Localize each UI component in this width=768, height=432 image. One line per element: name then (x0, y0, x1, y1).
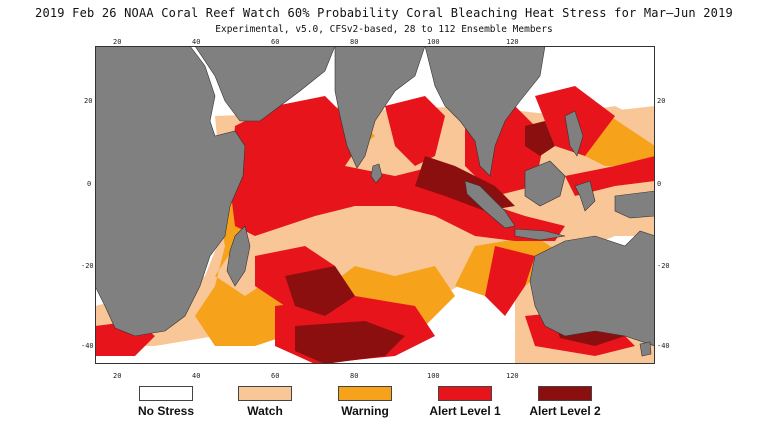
left-axis-label-minus20: -20 (81, 262, 94, 270)
bottom-axis-label-120: 120 (506, 372, 519, 380)
bottom-axis-label-60: 60 (271, 372, 280, 380)
left-axis-label-minus40: -40 (81, 342, 94, 350)
top-axis-label-120: 120 (506, 38, 519, 46)
land-arabia (194, 46, 336, 122)
legend-swatch-watch (238, 386, 292, 401)
bottom-axis-label-80: 80 (350, 372, 359, 380)
top-axis-label-20: 20 (113, 38, 122, 46)
legend-label-alert1: Alert Level 1 (429, 404, 501, 418)
land-sulawesi (574, 180, 596, 212)
legend-label-warning: Warning (341, 404, 389, 418)
land-madagascar (226, 225, 251, 287)
land-africa (95, 46, 246, 337)
land-australia (529, 230, 655, 347)
right-axis-label-20: 20 (657, 97, 666, 105)
legend-item-no-stress: No Stress (121, 386, 211, 418)
alert2-philippines (525, 121, 555, 156)
legend: No Stress Watch Warning Alert Level 1 Al… (0, 386, 768, 426)
bottom-axis-label-100: 100 (427, 372, 440, 380)
legend-item-alert2: Alert Level 2 (520, 386, 610, 418)
legend-swatch-alert2 (538, 386, 592, 401)
legend-item-alert1: Alert Level 1 (420, 386, 510, 418)
legend-label-no-stress: No Stress (137, 404, 195, 418)
top-axis-label-60: 60 (271, 38, 280, 46)
legend-item-watch: Watch (220, 386, 310, 418)
alert1-bay-of-bengal (385, 96, 445, 166)
legend-label-watch: Watch (247, 404, 283, 418)
heat-stress-map (95, 46, 655, 364)
alert2-southern-ocean (295, 321, 405, 364)
alert1-west-australia (485, 246, 535, 316)
legend-swatch-no-stress (139, 386, 193, 401)
map-frame (95, 46, 655, 364)
land-java (514, 228, 566, 241)
left-axis-label-0: 0 (87, 180, 92, 188)
land-borneo (524, 160, 566, 207)
map-title: 2019 Feb 26 NOAA Coral Reef Watch 60% Pr… (35, 6, 733, 20)
alert2-south-indian-patch (285, 266, 355, 316)
right-axis-label-0: 0 (657, 180, 662, 188)
legend-item-warning: Warning (320, 386, 410, 418)
top-axis-label-100: 100 (427, 38, 440, 46)
map-canvas (95, 46, 655, 364)
legend-label-alert2: Alert Level 2 (529, 404, 601, 418)
land-india (334, 46, 426, 169)
map-subtitle: Experimental, v5.0, CFSv2-based, 28 to 1… (215, 24, 553, 35)
top-axis-label-80: 80 (350, 38, 359, 46)
land-southeast-asia (424, 46, 546, 177)
legend-swatch-alert1 (438, 386, 492, 401)
bottom-axis-label-20: 20 (113, 372, 122, 380)
land-tasmania (639, 341, 652, 357)
right-axis-label-minus20: -20 (657, 262, 670, 270)
legend-swatch-warning (338, 386, 392, 401)
bottom-axis-label-40: 40 (192, 372, 201, 380)
land-new-guinea (614, 190, 655, 219)
top-axis-label-40: 40 (192, 38, 201, 46)
land-sumatra (464, 180, 516, 229)
land-philippines (564, 110, 584, 157)
land-sri-lanka (370, 163, 383, 184)
right-axis-label-minus40: -40 (657, 342, 670, 350)
left-axis-label-20: 20 (84, 97, 93, 105)
warning-region-west (195, 136, 455, 346)
